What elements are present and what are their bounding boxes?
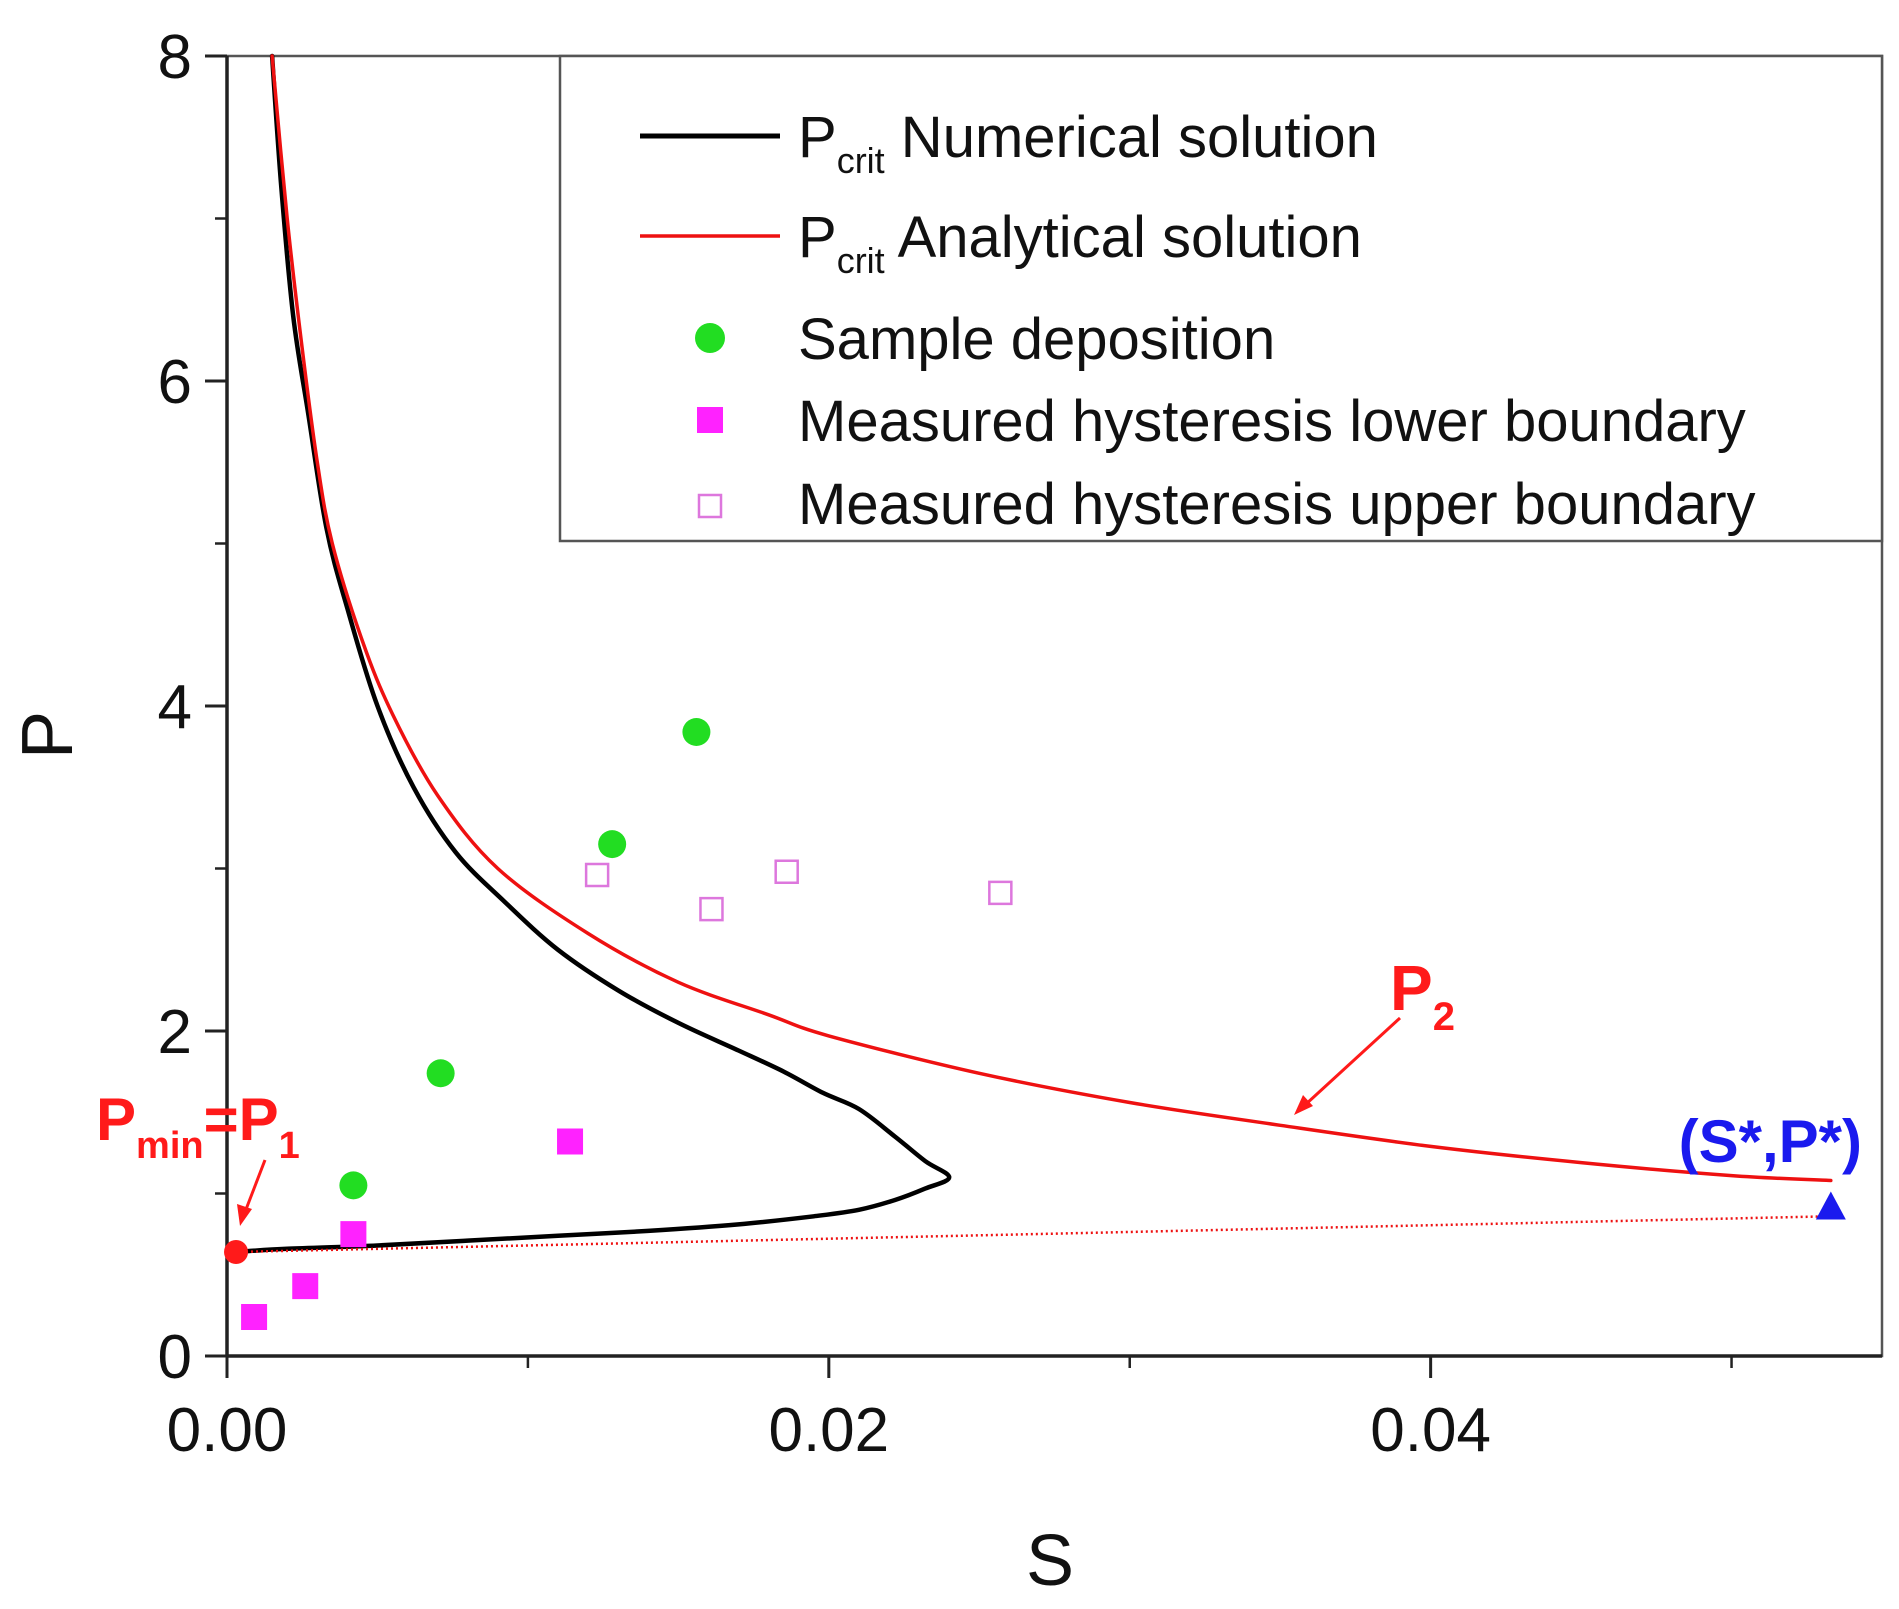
legend-marker-deposition xyxy=(695,323,725,353)
x-axis-title: S xyxy=(1026,1521,1074,1601)
y-tick-label-2: 4 xyxy=(158,673,192,742)
point-lower-2 xyxy=(340,1221,367,1248)
point-deposition-2 xyxy=(598,830,627,859)
annotation-pmin: Pmin=P1 xyxy=(96,1086,300,1226)
point-deposition-1 xyxy=(426,1059,455,1088)
legend-label-lower: Measured hysteresis lower boundary xyxy=(798,389,1746,454)
series-layer xyxy=(233,53,1833,1255)
x-tick-label-0: 0.00 xyxy=(167,1396,288,1465)
y-axis-title: P xyxy=(8,711,88,759)
legend-label-upper: Measured hysteresis upper boundary xyxy=(798,472,1756,537)
marker-layer xyxy=(224,718,1846,1330)
legend-box xyxy=(558,54,1884,543)
y-tick-label-4: 8 xyxy=(158,23,192,92)
point-upper-2 xyxy=(774,859,799,884)
annotation-p2: P2 xyxy=(1294,952,1455,1115)
legend-label-analytical: Pcrit Analytical solution xyxy=(798,205,1362,281)
series-line-numerical xyxy=(233,53,952,1255)
point-lower-0 xyxy=(241,1304,268,1330)
point-deposition-0 xyxy=(339,1171,368,1200)
series-line-dotted xyxy=(235,1215,1831,1254)
x-tick-label-2: 0.04 xyxy=(1370,1396,1491,1465)
point-upper-3 xyxy=(988,880,1013,906)
annotation-p2-arrow xyxy=(1303,1016,1402,1107)
point-upper-0 xyxy=(584,862,610,888)
y-tick-label-3: 6 xyxy=(158,348,192,417)
special-point-sstar xyxy=(1815,1191,1846,1220)
legend: Pcrit Numerical solution Pcrit Analytica… xyxy=(558,54,1884,543)
annotation-pmin-arrow xyxy=(243,1159,267,1213)
annotation-pmin-arrowhead xyxy=(237,1204,252,1226)
legend-marker-lower xyxy=(697,407,723,433)
annotation-p2-label: P2 xyxy=(1390,952,1455,1039)
point-deposition-3 xyxy=(682,718,711,746)
point-lower-3 xyxy=(557,1128,584,1155)
point-upper-1 xyxy=(699,896,724,922)
y-tick-label-1: 2 xyxy=(158,998,192,1067)
y-tick-label-0: 0 xyxy=(158,1323,192,1392)
annotation-sstar-label: (S*,P*) xyxy=(1679,1108,1862,1175)
annotation-p2-arrowhead xyxy=(1294,1095,1313,1115)
axis-ticks: 0.00 0.02 0.04 0 2 4 6 8 xyxy=(158,23,1733,1465)
annotation-pmin-label: Pmin=P1 xyxy=(96,1086,300,1167)
series-line-analytical xyxy=(270,54,1833,1183)
legend-marker-upper xyxy=(697,493,723,519)
legend-label-numerical: Pcrit Numerical solution xyxy=(798,105,1378,181)
special-point-pmin xyxy=(224,1240,249,1264)
point-lower-1 xyxy=(292,1273,319,1300)
legend-label-deposition: Sample deposition xyxy=(798,307,1275,372)
x-tick-label-1: 0.02 xyxy=(768,1396,889,1465)
